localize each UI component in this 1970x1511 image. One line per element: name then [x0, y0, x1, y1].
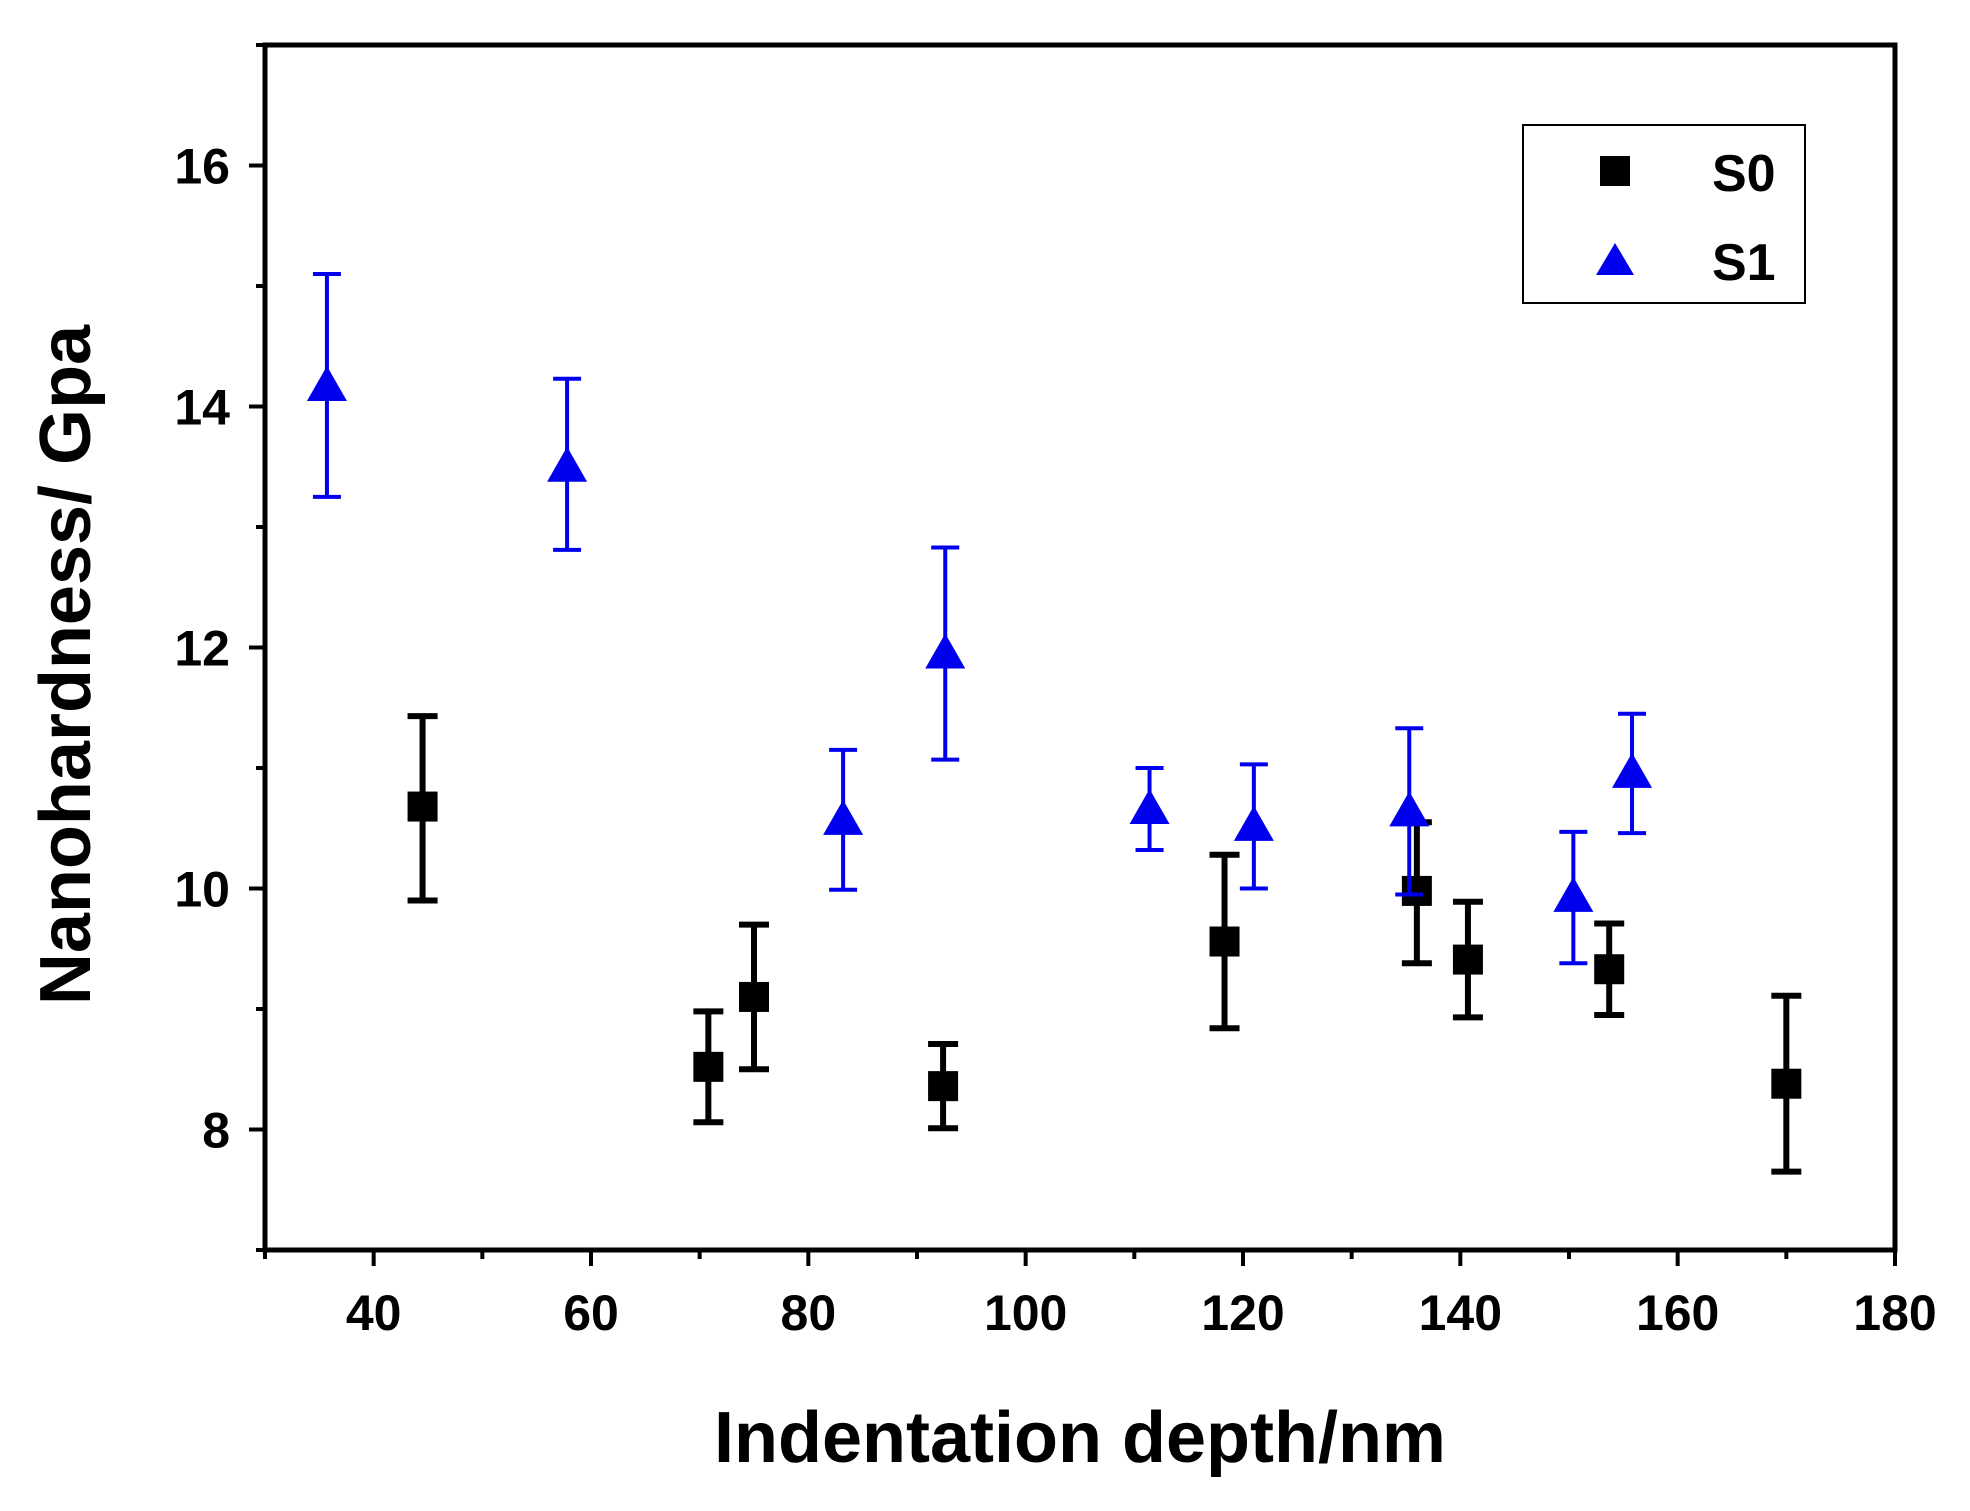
data-point-triangle: [1129, 788, 1170, 824]
y-tick-label: 14: [174, 380, 230, 436]
data-point-triangle: [1553, 876, 1594, 912]
data-point-square: [928, 1071, 959, 1102]
legend-marker-s0: [1600, 156, 1630, 186]
x-axis-tick-labels: 40 60 80 100 120 140 160 180: [346, 1285, 1937, 1341]
data-point-square: [739, 981, 769, 1012]
data-point-triangle: [1233, 805, 1274, 841]
x-tick-label: 40: [346, 1285, 402, 1341]
y-tick-label: 12: [174, 621, 230, 677]
x-tick-label: 120: [1201, 1285, 1284, 1341]
x-tick-label: 160: [1636, 1285, 1719, 1341]
data-point-square: [693, 1051, 724, 1082]
y-tick-label: 8: [202, 1103, 230, 1159]
y-axis-title: Nanohardness/ Gpa: [26, 324, 106, 1005]
data-point-triangle: [1612, 752, 1653, 788]
x-axis-ticks: [263, 1250, 1897, 1266]
data-point-triangle: [925, 633, 966, 669]
y-tick-label: 16: [174, 139, 230, 195]
x-tick-label: 80: [781, 1285, 837, 1341]
data-point-square: [1401, 875, 1432, 906]
legend: S0 S1: [1522, 124, 1806, 304]
x-tick-label: 140: [1419, 1285, 1502, 1341]
series-s1: [306, 271, 1653, 966]
x-tick-label: 60: [563, 1285, 619, 1341]
x-tick-label: 180: [1853, 1285, 1936, 1341]
data-point-square: [1452, 944, 1483, 975]
legend-label-s0: S0: [1712, 145, 1776, 203]
data-series: [306, 271, 1802, 1175]
legend-label-s1: S1: [1712, 234, 1776, 292]
data-point-square: [1209, 926, 1240, 957]
data-point-square: [407, 791, 438, 822]
data-point-square: [1771, 1068, 1802, 1099]
series-s0: [407, 713, 1802, 1175]
data-point-triangle: [306, 366, 347, 402]
data-point-triangle: [547, 446, 588, 482]
legend-marker-s1: [1596, 243, 1634, 275]
x-axis-title: Indentation depth/nm: [714, 1398, 1446, 1478]
y-tick-label: 10: [174, 862, 230, 918]
data-point-square: [1594, 954, 1625, 985]
data-point-triangle: [823, 799, 864, 835]
y-axis-ticks: [249, 43, 265, 1252]
y-axis-tick-labels: 8 10 12 14 16: [174, 139, 230, 1159]
legend-box: [1522, 124, 1806, 304]
data-point-triangle: [1389, 791, 1430, 827]
x-tick-label: 100: [984, 1285, 1067, 1341]
